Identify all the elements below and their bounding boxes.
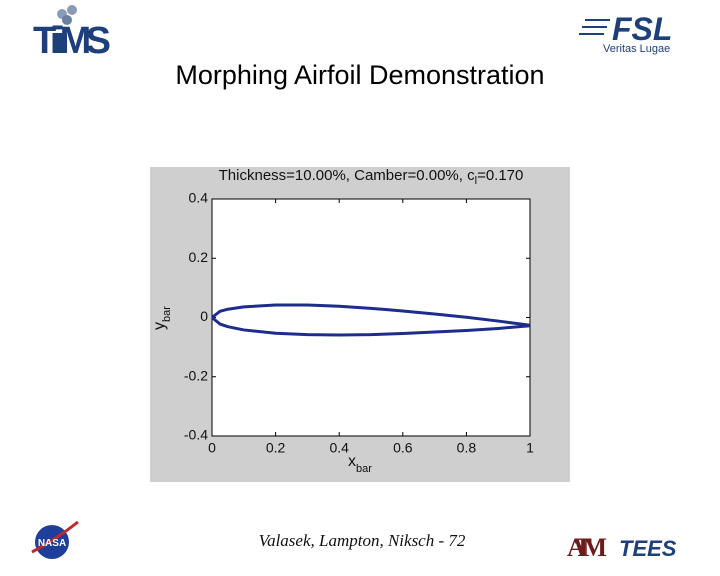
- tiims-logo: TiiMS: [33, 5, 111, 62]
- y-tick-label: 0: [200, 308, 208, 324]
- logo-text: NASA: [38, 538, 66, 549]
- x-tick-label: 0.8: [457, 440, 477, 456]
- plot-area: [211, 198, 531, 437]
- title-subscript: l: [475, 175, 477, 187]
- y-label-text: y: [151, 322, 168, 330]
- y-axis-label: ybar: [151, 306, 173, 330]
- y-tick-label: -0.2: [184, 367, 208, 383]
- x-tick-label: 1: [526, 440, 534, 456]
- x-label-subscript: bar: [356, 463, 372, 475]
- chart-title: Thickness=10.00%, Camber=0.00%, cl=0.170: [219, 167, 524, 187]
- airfoil-line: [211, 316, 531, 337]
- title-text: =0.170: [477, 167, 523, 184]
- logo-text: TiiMS: [33, 20, 111, 62]
- x-label-text: x: [348, 453, 356, 470]
- x-tick-label: 0.2: [266, 440, 286, 456]
- plot: -0.4 -0.2 0 0.2 0.4 0 0.2 0.4 0.6 0.8 1: [184, 190, 534, 456]
- title-text: Thickness=10.00%, Camber=0.00%, c: [219, 167, 475, 184]
- y-tick-label: 0.2: [189, 249, 209, 265]
- tamu-logo: ATM: [567, 533, 607, 562]
- logo-text: FSL: [612, 11, 672, 47]
- y-tick-label: -0.4: [184, 427, 208, 443]
- nasa-logo: NASA: [31, 520, 79, 559]
- x-tick-label: 0.6: [393, 440, 413, 456]
- footer: Valasek, Lampton, Niksch - 72: [259, 531, 466, 550]
- y-tick-label: 0.4: [189, 190, 209, 206]
- x-tick-label: 0: [208, 440, 216, 456]
- fsl-logo: FSL Veritas Lugae: [579, 11, 672, 55]
- airfoil-line: [211, 303, 531, 327]
- tees-logo: TEES: [619, 536, 677, 561]
- slide-title: Morphing Airfoil Demonstration: [175, 60, 544, 90]
- y-label-subscript: bar: [161, 306, 173, 322]
- x-axis-label: xbar: [348, 453, 372, 475]
- x-tick-label: 0.4: [329, 440, 349, 456]
- logo-motto: Veritas Lugae: [603, 43, 670, 55]
